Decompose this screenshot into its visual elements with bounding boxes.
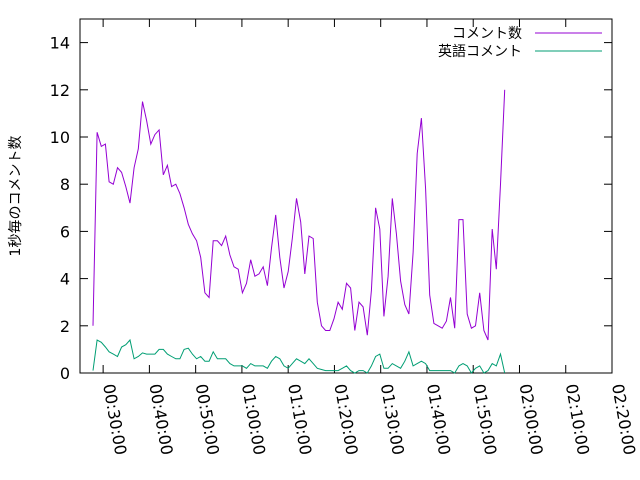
y-tick-label: 0 bbox=[60, 364, 70, 383]
y-tick-label: 4 bbox=[60, 270, 70, 289]
x-tick-label: 02:00:00 bbox=[516, 382, 547, 456]
x-tick-label: 00:30:00 bbox=[99, 382, 130, 456]
y-axis-label: 1秒毎のコメント数 bbox=[8, 136, 24, 257]
legend-label-2: 英語コメント bbox=[438, 43, 522, 60]
legend-label-1: コメント数 bbox=[452, 26, 522, 42]
x-tick-label: 00:40:00 bbox=[145, 382, 176, 456]
x-tick-label: 01:30:00 bbox=[377, 382, 408, 456]
x-tick-label: 00:50:00 bbox=[192, 382, 223, 456]
y-tick-label: 2 bbox=[60, 317, 70, 336]
y-tick-label: 8 bbox=[60, 175, 70, 194]
y-tick-label: 6 bbox=[60, 222, 70, 241]
plot-border bbox=[79, 18, 613, 374]
series-line-1 bbox=[92, 89, 506, 341]
y-tick-label: 12 bbox=[50, 81, 70, 100]
x-tick-label: 02:10:00 bbox=[562, 382, 593, 456]
y-tick-label: 14 bbox=[50, 34, 70, 53]
x-tick-label: 01:00:00 bbox=[238, 382, 269, 456]
x-tick-label: 01:20:00 bbox=[330, 382, 361, 456]
series-line-2 bbox=[92, 338, 506, 374]
x-tick-label: 02:20:00 bbox=[608, 382, 639, 456]
x-tick-label: 01:10:00 bbox=[284, 382, 315, 456]
x-tick-label: 01:50:00 bbox=[469, 382, 500, 456]
x-tick-label: 01:40:00 bbox=[423, 382, 454, 456]
y-tick-label: 10 bbox=[50, 128, 70, 147]
